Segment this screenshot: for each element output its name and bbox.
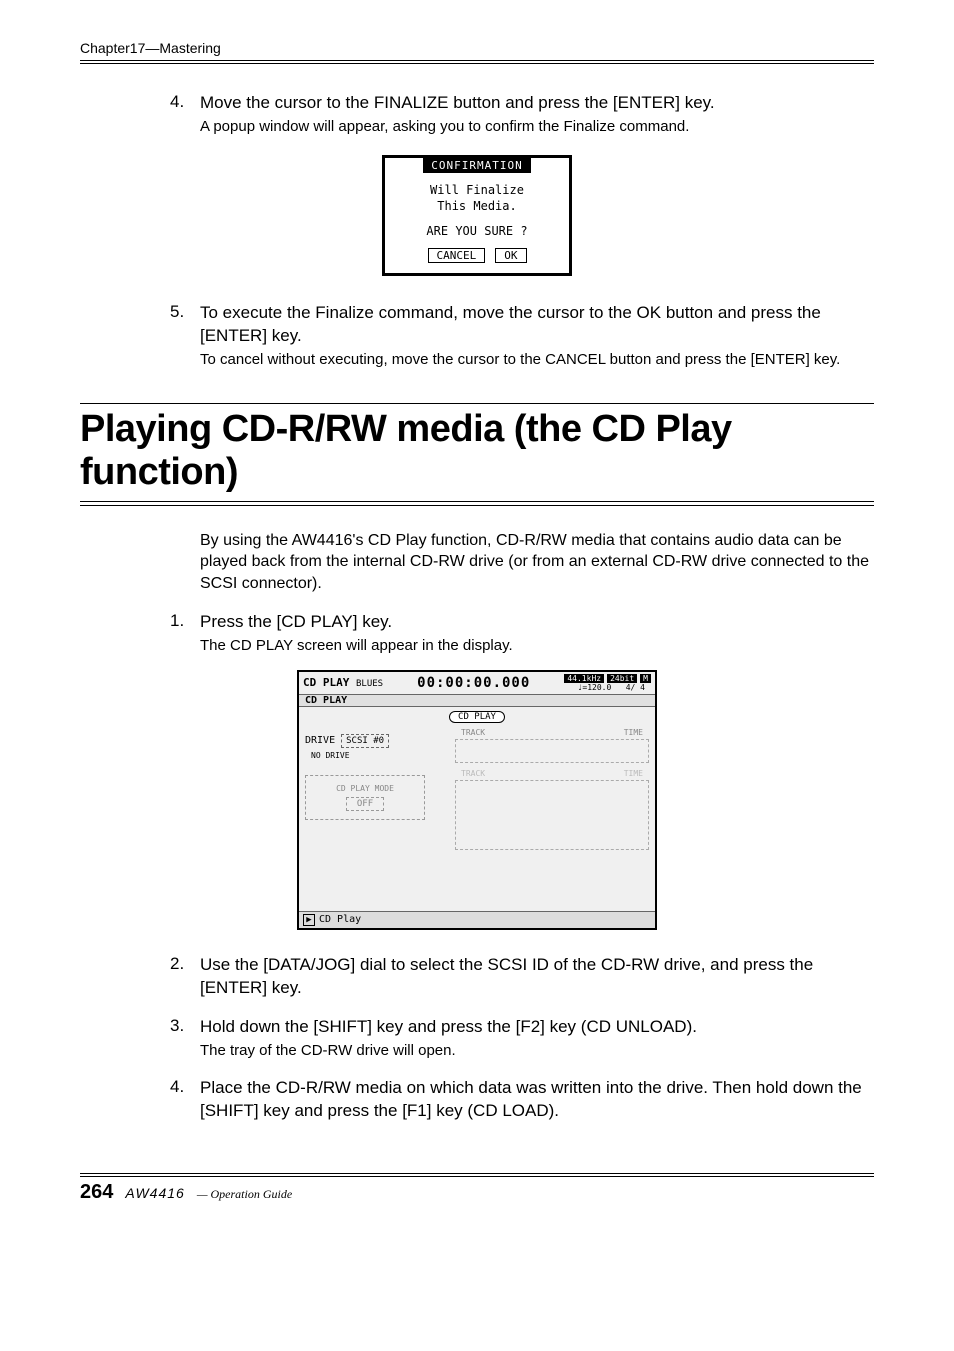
step-4: 4. Move the cursor to the FINALIZE butto… (170, 92, 874, 137)
lcd-bitdepth-badge: 24bit (607, 674, 637, 683)
lcd-figure: CD PLAY BLUES 00:00:00.000 44.1kHz 24bit… (80, 670, 874, 930)
step-sub-text: To cancel without executing, move the cu… (200, 350, 874, 370)
lcd-track-box (455, 739, 649, 763)
lcd-col-track: TRACK (461, 728, 485, 737)
step-main-text: Press the [CD PLAY] key. (200, 611, 874, 634)
lcd-title2: CD PLAY (299, 695, 655, 707)
dialog-question: ARE YOU SURE ? (385, 216, 569, 248)
step-5: 5. To execute the Finalize command, move… (170, 302, 874, 370)
step-main-text: Move the cursor to the FINALIZE button a… (200, 92, 874, 115)
step-number: 1. (170, 611, 200, 656)
lcd-time: 00:00:00.000 (417, 675, 530, 691)
step-sub-text: The tray of the CD-RW drive will open. (200, 1041, 874, 1061)
intro-paragraph: By using the AW4416's CD Play function, … (200, 530, 874, 595)
play-icon: ▶ (303, 914, 315, 926)
step-d4: 4. Place the CD-R/RW media on which data… (170, 1077, 874, 1123)
dialog-message: Will Finalize This Media. (385, 173, 569, 216)
step-d3: 3. Hold down the [SHIFT] key and press t… (170, 1016, 874, 1061)
lcd-list-box (455, 780, 649, 850)
cancel-button[interactable]: CANCEL (428, 248, 486, 263)
step-number: 4. (170, 1077, 200, 1123)
lcd-col-time: TIME (624, 728, 643, 737)
step-sub-text: The CD PLAY screen will appear in the di… (200, 636, 874, 656)
step-main-text: Hold down the [SHIFT] key and press the … (200, 1016, 874, 1039)
step-number: 3. (170, 1016, 200, 1061)
step-c1: 1. Press the [CD PLAY] key. The CD PLAY … (170, 611, 874, 656)
step-main-text: Use the [DATA/JOG] dial to select the SC… (200, 954, 874, 1000)
ok-button[interactable]: OK (495, 248, 526, 263)
lcd-nodrive: NO DRIVE (311, 752, 445, 761)
page-number: 264 (80, 1181, 113, 1204)
lcd-mode-box: CD PLAY MODE OFF (305, 775, 425, 820)
lcd-drive-field[interactable]: SCSI #0 (341, 734, 389, 748)
confirmation-dialog: CONFIRMATION Will Finalize This Media. A… (382, 155, 572, 276)
lcd-mode-value[interactable]: OFF (346, 797, 384, 811)
step-number: 4. (170, 92, 200, 137)
footer-model: AW4416 (125, 1185, 184, 1201)
dialog-msg-line1: Will Finalize (389, 183, 565, 199)
step-main-text: Place the CD-R/RW media on which data wa… (200, 1077, 874, 1123)
confirmation-dialog-figure: CONFIRMATION Will Finalize This Media. A… (80, 155, 874, 276)
lcd-drive-label: DRIVE (305, 735, 335, 746)
step-number: 5. (170, 302, 200, 370)
section-title: Playing CD-R/RW media (the CD Play funct… (80, 403, 874, 495)
lcd-bottom-bar: ▶ CD Play (299, 911, 655, 928)
lcd-timesig: 4/ 4 (626, 683, 645, 692)
lcd-title1: CD PLAY (303, 676, 349, 689)
dialog-title: CONFIRMATION (423, 158, 530, 173)
chapter-header: Chapter17—Mastering (80, 40, 874, 56)
lcd-col-time2: TIME (624, 769, 643, 778)
lcd-tempo: ♩=120.0 (578, 683, 612, 692)
lcd-mode-label: CD PLAY MODE (314, 784, 416, 793)
lcd-tab: CD PLAY (449, 711, 505, 723)
lcd-bottom-tab[interactable]: CD Play (319, 914, 361, 925)
step-d2: 2. Use the [DATA/JOG] dial to select the… (170, 954, 874, 1000)
lcd-col-track2: TRACK (461, 769, 485, 778)
lcd-screen: CD PLAY BLUES 00:00:00.000 44.1kHz 24bit… (297, 670, 657, 930)
step-main-text: To execute the Finalize command, move th… (200, 302, 874, 348)
lcd-samplerate-badge: 44.1kHz (564, 674, 604, 683)
footer-guide: — Operation Guide (197, 1187, 292, 1202)
dialog-msg-line2: This Media. (389, 199, 565, 215)
section-rule (80, 501, 874, 506)
step-sub-text: A popup window will appear, asking you t… (200, 117, 874, 137)
header-rule (80, 60, 874, 64)
step-number: 2. (170, 954, 200, 1000)
lcd-m-icon: M (640, 674, 651, 683)
lcd-title1-sub: BLUES (356, 679, 383, 689)
